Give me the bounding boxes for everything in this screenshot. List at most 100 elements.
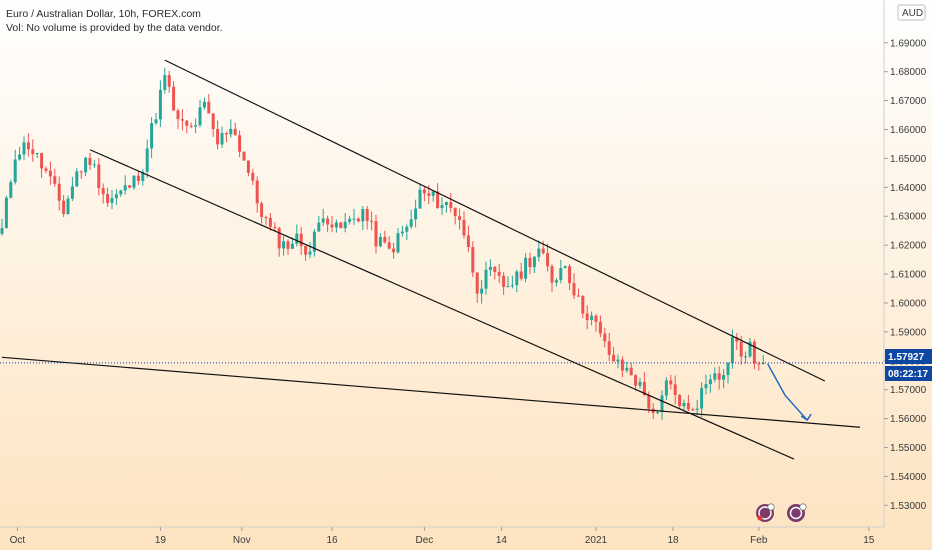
price-axis[interactable]: 1.530001.540001.550001.560001.570001.580… xyxy=(884,38,927,512)
candle-body xyxy=(594,315,598,322)
price-tick-label: 1.57000 xyxy=(890,385,927,396)
candle-body xyxy=(708,379,712,385)
candle-body xyxy=(202,101,206,108)
time-tick-label: 14 xyxy=(496,535,508,546)
candle-body xyxy=(145,148,149,172)
candle-series xyxy=(0,67,765,421)
candle-body xyxy=(590,315,594,321)
candle-body xyxy=(224,132,228,135)
time-tick-label: 15 xyxy=(863,535,875,546)
candle-body xyxy=(471,247,475,273)
candle-body xyxy=(44,168,48,171)
candle-body xyxy=(660,395,664,413)
candle-body xyxy=(26,142,30,150)
candle-body xyxy=(97,164,101,189)
candle-body xyxy=(299,233,303,246)
candle-body xyxy=(361,208,365,222)
candle-body xyxy=(515,271,519,286)
candle-body xyxy=(84,157,88,173)
time-tick-label: Nov xyxy=(233,535,251,546)
candle-body xyxy=(493,266,497,272)
candle-body xyxy=(268,217,272,227)
candle-body xyxy=(466,235,470,248)
candle-body xyxy=(79,171,83,173)
candle-body xyxy=(444,202,448,206)
candle-body xyxy=(150,123,154,149)
candle-body xyxy=(123,185,127,191)
candle-body xyxy=(277,228,281,249)
candle-body xyxy=(128,185,132,188)
candle-body xyxy=(414,208,418,220)
candle-body xyxy=(198,107,202,126)
candle-body xyxy=(167,75,171,87)
candle-body xyxy=(70,186,74,199)
candle-body xyxy=(312,231,316,252)
price-tick-label: 1.53000 xyxy=(890,501,927,512)
candle-body xyxy=(66,198,70,214)
candle-body xyxy=(669,380,673,385)
candle-body xyxy=(286,241,290,249)
candle-body xyxy=(568,266,572,284)
price-tick-label: 1.69000 xyxy=(890,38,927,49)
candle-body xyxy=(194,125,198,127)
candle-body xyxy=(480,288,484,294)
candle-body xyxy=(31,149,35,155)
candle-body xyxy=(334,222,338,228)
candle-body xyxy=(40,153,44,169)
candle-body xyxy=(484,269,488,289)
candle-body xyxy=(453,207,457,217)
candle-body xyxy=(497,271,501,276)
candle-body xyxy=(185,120,189,126)
candle-body xyxy=(88,157,92,166)
trendlines[interactable] xyxy=(1,59,861,460)
economic-events-icon[interactable] xyxy=(756,503,775,522)
bar-countdown-tag: 08:22:17 xyxy=(885,366,932,381)
projection-polyline[interactable] xyxy=(766,363,808,421)
candle-body xyxy=(176,110,180,120)
projection-path[interactable] xyxy=(766,363,812,422)
candle-body xyxy=(537,248,541,257)
candle-body xyxy=(339,222,343,229)
candle-body xyxy=(392,248,396,253)
candle-body xyxy=(431,191,435,196)
candle-body xyxy=(713,373,717,380)
currency-badge[interactable]: AUD xyxy=(897,4,926,21)
candle-body xyxy=(748,341,752,357)
candle-body xyxy=(172,86,176,111)
candle-body xyxy=(119,190,123,195)
lower-channel-line[interactable] xyxy=(89,149,795,460)
candle-body xyxy=(563,266,567,269)
candle-body xyxy=(282,241,286,249)
candle-body xyxy=(581,295,585,314)
candle-body xyxy=(18,154,22,160)
candle-body xyxy=(405,226,409,232)
price-tick-label: 1.64000 xyxy=(890,183,927,194)
currency-badge-label: AUD xyxy=(902,8,923,19)
candle-body xyxy=(502,275,506,287)
price-tick-label: 1.65000 xyxy=(890,154,927,165)
bar-countdown-value: 08:22:17 xyxy=(888,369,928,380)
projection-arrowhead-icon xyxy=(800,413,812,422)
price-tick-label: 1.66000 xyxy=(890,125,927,136)
time-axis[interactable]: Oct 19 Nov 16 Dec 14 2021 18 Feb 15 xyxy=(10,527,875,546)
dividends-icon[interactable] xyxy=(787,503,807,522)
candle-body xyxy=(114,194,118,199)
candle-body xyxy=(57,183,61,201)
volume-note: Vol: No volume is provided by the data v… xyxy=(6,22,223,34)
candle-body xyxy=(664,380,668,396)
candle-body xyxy=(550,266,554,283)
candle-body xyxy=(462,219,466,236)
candle-body xyxy=(106,194,110,203)
candle-body xyxy=(528,257,532,268)
candle-body xyxy=(682,402,686,407)
candle-body xyxy=(739,341,743,357)
support-line-line[interactable] xyxy=(1,356,861,428)
candle-body xyxy=(370,220,374,222)
candle-body xyxy=(387,242,391,249)
candle-body xyxy=(9,182,13,198)
candle-body xyxy=(458,216,462,220)
candle-body xyxy=(35,153,39,155)
upper-channel-line[interactable] xyxy=(164,59,826,382)
candle-body xyxy=(440,205,444,209)
